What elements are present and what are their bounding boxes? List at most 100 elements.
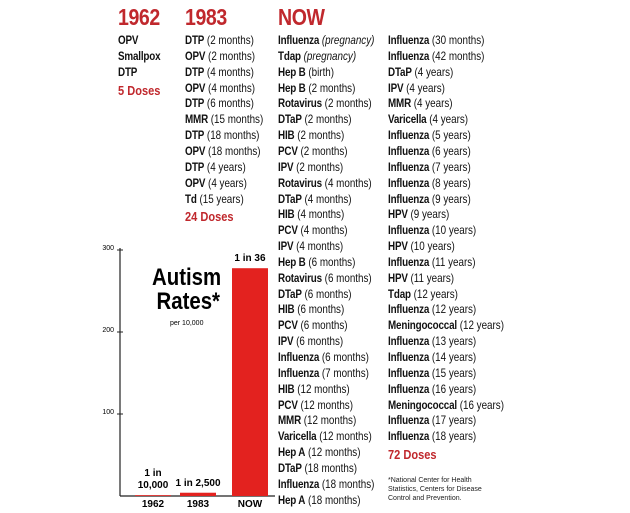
list-item: Influenza (11 years) [388, 255, 475, 269]
list-item: Influenza (10 years) [388, 223, 476, 237]
list-item: Rotavirus (4 months) [278, 176, 372, 190]
vaccine-name: Influenza [278, 350, 320, 364]
list-item: OPV (2 months) [185, 49, 255, 63]
list-item: HPV (11 years) [388, 271, 454, 285]
vaccine-detail: (12 months) [300, 397, 353, 412]
vaccine-name: Influenza [388, 191, 430, 206]
list-item: Smallpox [118, 49, 161, 63]
vaccine-name: Tdap [278, 48, 301, 63]
list-item: Td (15 years) [185, 192, 244, 206]
vaccine-name: DTaP [388, 64, 412, 79]
list-item: Tdap (12 years) [388, 287, 458, 301]
vaccine-detail: (10 years) [431, 223, 477, 238]
vaccine-name: PCV [278, 143, 298, 158]
list-item: PCV (2 months) [278, 144, 348, 158]
value-label: 1 in 36 [234, 253, 266, 265]
vaccine-name: HIB [278, 207, 295, 222]
vaccine-detail: (pregnancy) [321, 33, 375, 47]
list-item: DTP (2 months) [185, 33, 254, 47]
vaccine-detail: (6 months) [308, 254, 356, 269]
vaccine-detail: (12 years) [431, 302, 477, 317]
vaccine-name: Influenza [388, 413, 430, 428]
list-item: Hep B (2 months) [278, 81, 355, 95]
vaccine-detail: (6 months) [296, 334, 344, 349]
vaccine-name: Influenza [388, 429, 430, 444]
bar [180, 492, 216, 496]
list-item: IPV (6 months) [278, 334, 343, 348]
x-tick-label: NOW [237, 499, 263, 510]
vaccine-name: Rotavirus [278, 270, 322, 285]
vaccine-name: OPV [185, 80, 206, 95]
y-tick-label: 200 [102, 327, 114, 334]
vaccine-detail: (6 months) [321, 350, 369, 364]
vaccine-name: Influenza [388, 365, 430, 380]
list-item: Influenza (6 months) [278, 350, 369, 364]
list-item: Influenza (14 years) [388, 350, 476, 364]
vaccine-detail: (12 months) [319, 429, 372, 444]
vaccine-name: Meningococcal [388, 318, 457, 333]
list-item: PCV (6 months) [278, 318, 348, 332]
vaccine-name: OPV [185, 143, 206, 158]
list-item: Influenza (15 years) [388, 366, 476, 380]
vaccine-detail: (18 years) [431, 429, 477, 444]
chart-subtitle: per 10,000 [170, 320, 204, 327]
vaccine-name: Rotavirus [278, 96, 322, 111]
vaccine-detail: (6 months) [324, 270, 372, 285]
list-item: Influenza (30 months) [388, 33, 484, 47]
vaccine-name: Influenza [388, 48, 430, 63]
list-item: IPV (4 months) [278, 239, 343, 253]
list-item: DTP (4 years) [185, 160, 246, 174]
vaccine-detail: (7 years) [431, 159, 471, 174]
dose-total: 72 Doses [388, 447, 437, 463]
vaccine-detail: (14 years) [431, 350, 477, 364]
vaccine-name: Influenza [388, 159, 430, 174]
vaccine-detail: (12 months) [297, 381, 350, 396]
list-item: HPV (10 years) [388, 239, 455, 253]
vaccine-detail: (2 months) [208, 48, 256, 63]
vaccine-name: Influenza [388, 302, 430, 317]
vaccine-name: OPV [118, 33, 139, 47]
vaccine-name: MMR [278, 413, 302, 428]
vaccine-detail: (6 months) [300, 318, 348, 333]
list-item: Meningococcal (16 years) [388, 398, 504, 412]
vaccine-detail: (12 years) [413, 286, 458, 301]
vaccine-detail: (5 years) [431, 128, 471, 143]
list-item: Influenza (18 months) [278, 477, 374, 491]
vaccine-name: Influenza [278, 476, 320, 491]
list-item: Varicella (12 months) [278, 429, 372, 443]
column-header: 1983 [185, 4, 227, 30]
vaccine-name: Hep A [278, 492, 306, 507]
column-header: 1962 [118, 4, 160, 30]
vaccine-name: Hep A [278, 445, 306, 460]
vaccine-detail: (4 years) [429, 112, 469, 127]
vaccine-detail: (4 months) [296, 239, 344, 254]
vaccine-detail: (18 months) [206, 128, 260, 143]
y-tick-label: 300 [102, 245, 114, 252]
vaccine-name: Hep B [278, 64, 306, 79]
vaccine-detail: (4 years) [406, 80, 445, 95]
list-item: Influenza (8 years) [388, 176, 471, 190]
vaccine-name: Influenza [388, 254, 430, 269]
dose-total: 5 Doses [118, 82, 161, 98]
chart-title: Autism Rates* [152, 264, 222, 315]
list-item: DTP (6 months) [185, 96, 254, 110]
vaccine-detail: (4 years) [414, 64, 454, 79]
vaccine-detail: (12 months) [307, 445, 361, 460]
list-item: Influenza (13 years) [388, 334, 476, 348]
dose-total: 24 Doses [185, 209, 234, 225]
vaccine-name: Influenza [388, 334, 430, 349]
list-item: Tdap (pregnancy) [278, 49, 356, 63]
vaccine-name: Influenza [388, 175, 430, 190]
vaccine-detail: (pregnancy) [303, 48, 357, 63]
vaccine-name: Varicella [388, 112, 427, 127]
list-item: DTP (18 months) [185, 128, 259, 142]
list-item: OPV (4 years) [185, 176, 247, 190]
vaccine-name: DTP [185, 96, 205, 111]
vaccine-detail: (6 months) [297, 302, 345, 317]
vaccine-name: IPV [278, 159, 294, 174]
list-item: Influenza (7 years) [388, 160, 471, 174]
vaccine-name: Influenza [388, 350, 430, 364]
vaccine-detail: (2 months) [296, 159, 344, 174]
vaccine-name: MMR [185, 112, 209, 127]
list-item: Influenza (pregnancy) [278, 33, 374, 47]
